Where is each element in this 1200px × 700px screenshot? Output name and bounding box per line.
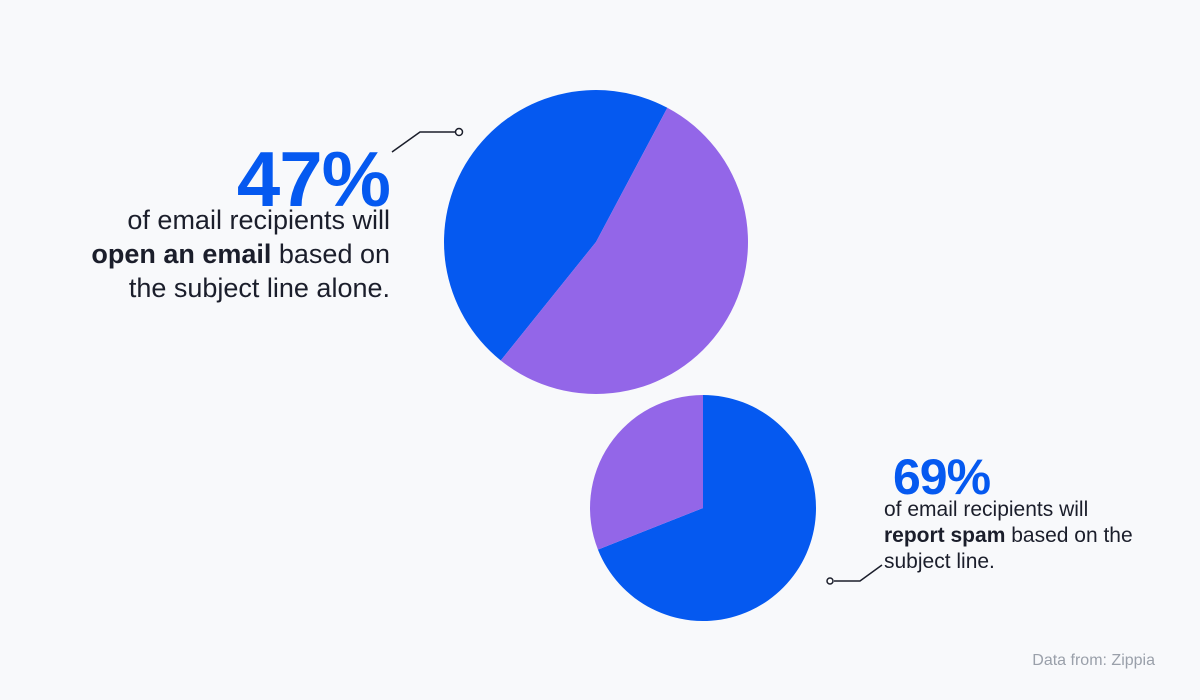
stat-text-bold: report spam [884,524,1006,547]
stat-description-open-email: of email recipients will open an email b… [90,203,390,305]
pie-chart-open-email [444,89,749,394]
stat-description-report-spam: of email recipients will report spam bas… [884,497,1144,575]
stat-text-part: of email recipients will [884,498,1089,521]
pie-slice-open-email [444,89,668,361]
callout-connector-report-spam [826,564,883,585]
callout-connector-open-email [391,127,464,153]
data-source-note: Data from: Zippia [1032,652,1155,669]
stat-value-open-email: 47% [236,135,391,223]
stat-text-bold: open an email [91,239,272,269]
stat-text-part: based on the subject line alone. [128,239,390,303]
pie-slice-report-spam [597,394,817,621]
pie-slice-remaining [590,395,703,550]
pie-slice-remaining [500,107,749,394]
stat-text-part: of email recipients will [127,205,390,235]
pie-chart-report-spam [590,394,817,621]
stat-value-report-spam: 69% [893,449,991,505]
stat-text-part: based on the subject line. [884,524,1133,573]
